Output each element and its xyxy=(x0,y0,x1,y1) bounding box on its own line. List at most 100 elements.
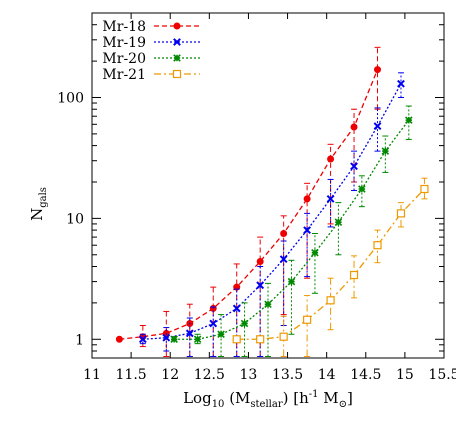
data-point xyxy=(374,66,382,74)
marker-stroke xyxy=(162,333,171,342)
error-bar xyxy=(257,265,264,358)
data-point xyxy=(232,304,241,313)
x-tick-label: 15.5 xyxy=(428,367,456,383)
marker-stroke xyxy=(303,226,312,235)
data-point xyxy=(420,184,429,194)
legend-item: Mr-19 xyxy=(102,35,200,51)
error-bar xyxy=(288,259,295,335)
data-point xyxy=(303,315,312,324)
legend-label: Mr-18 xyxy=(102,19,146,35)
error-bar xyxy=(304,295,311,358)
legend-label: Mr-21 xyxy=(102,67,146,83)
data-point xyxy=(397,79,405,88)
x-tick-label: 11.5 xyxy=(116,367,147,383)
marker-stroke xyxy=(279,255,288,264)
series-line xyxy=(142,83,402,340)
data-point xyxy=(217,330,225,339)
data-point xyxy=(303,226,312,235)
marker-stroke xyxy=(173,38,181,46)
error-bar xyxy=(374,107,381,152)
error-bar xyxy=(210,306,217,358)
data-point xyxy=(209,319,218,328)
marker-stroke xyxy=(326,194,335,203)
marker-stroke xyxy=(256,281,265,290)
error-bar xyxy=(358,175,365,208)
legend-label: Mr-20 xyxy=(102,51,146,67)
marker-stroke xyxy=(138,335,147,344)
data-point xyxy=(287,277,296,286)
marker-stroke xyxy=(350,162,358,171)
x-tick-label: 14.5 xyxy=(350,367,381,383)
data-point xyxy=(173,54,181,62)
data-point xyxy=(280,229,288,237)
data-point xyxy=(358,185,366,193)
data-point xyxy=(170,335,178,344)
series-mr-19 xyxy=(138,72,405,358)
data-point xyxy=(396,209,406,218)
data-point xyxy=(350,162,358,171)
error-bar xyxy=(163,327,170,352)
y-tick-label: 1 xyxy=(75,332,84,348)
data-point xyxy=(240,319,249,328)
data-point xyxy=(381,147,390,155)
x-tick-label: 13.5 xyxy=(272,367,303,383)
data-point xyxy=(373,122,382,131)
error-bar xyxy=(311,232,318,294)
series-line xyxy=(119,69,379,340)
error-bar xyxy=(327,178,334,228)
data-point xyxy=(256,281,265,290)
data-point xyxy=(405,116,413,124)
x-tick-label: 12 xyxy=(161,367,179,383)
data-point xyxy=(138,335,147,344)
marker-stroke xyxy=(232,304,241,313)
data-point xyxy=(173,22,181,30)
marker-stroke xyxy=(209,319,218,328)
data-point xyxy=(162,333,171,342)
x-axis-title: Log10 (Mstellar) [h-1 M⊙] xyxy=(183,389,353,410)
x-tick-label: 13 xyxy=(240,367,258,383)
data-point xyxy=(334,218,343,226)
series-mr-20 xyxy=(170,105,413,358)
legend-item: Mr-21 xyxy=(102,67,200,83)
y-tick-label: 10 xyxy=(66,211,84,227)
data-point xyxy=(326,194,335,203)
data-point xyxy=(193,335,202,344)
marker-stroke xyxy=(397,79,405,88)
error-bar xyxy=(382,135,389,173)
data-point xyxy=(256,257,264,265)
data-point xyxy=(232,335,241,344)
error-bar xyxy=(304,182,311,279)
y-axis-title: Ngals xyxy=(28,187,49,221)
data-point xyxy=(115,335,123,343)
data-point xyxy=(256,335,265,344)
error-bar xyxy=(397,202,404,228)
data-point xyxy=(349,270,359,280)
marker-stroke xyxy=(185,329,194,338)
error-bar xyxy=(351,150,358,192)
data-point xyxy=(303,195,311,203)
legend-label: Mr-19 xyxy=(102,35,146,51)
data-point xyxy=(264,300,272,308)
x-tick-label: 12.5 xyxy=(194,367,225,383)
plot-frame xyxy=(91,12,445,359)
error-bar xyxy=(233,288,240,358)
legend-item: Mr-18 xyxy=(102,19,200,35)
error-bar xyxy=(335,202,342,256)
error-bar xyxy=(163,310,170,358)
data-point xyxy=(279,332,288,341)
data-point xyxy=(373,241,382,250)
data-point xyxy=(327,155,335,163)
error-bar xyxy=(304,212,311,278)
data-point xyxy=(173,38,181,46)
data-point xyxy=(350,123,358,131)
data-point xyxy=(326,296,335,305)
error-bar xyxy=(397,72,404,98)
x-tick-label: 14 xyxy=(318,367,336,383)
x-tick-label: 15 xyxy=(396,367,414,383)
data-point xyxy=(185,329,194,338)
error-bar xyxy=(186,317,193,358)
legend-item: Mr-20 xyxy=(102,51,200,67)
data-point xyxy=(311,248,319,257)
